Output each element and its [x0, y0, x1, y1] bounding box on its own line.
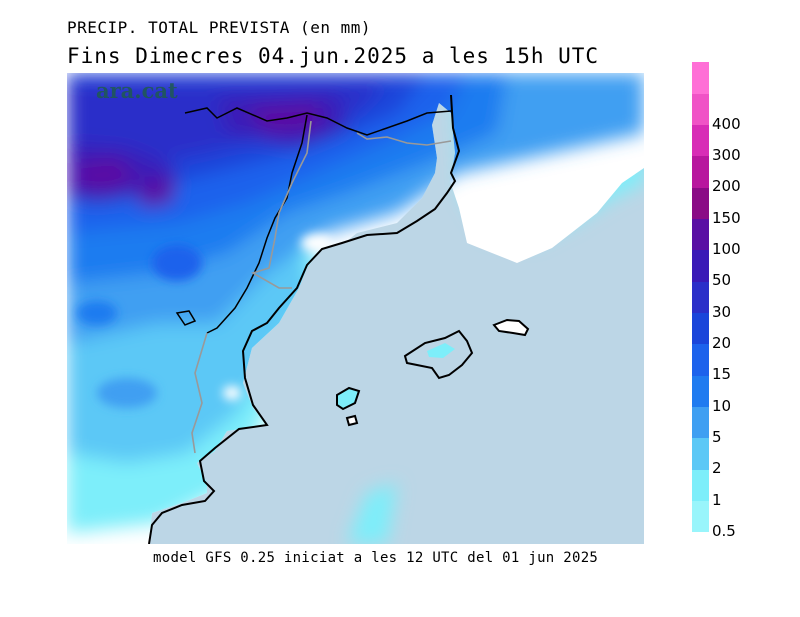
legend-swatch	[692, 469, 709, 502]
legend-swatch	[692, 500, 709, 533]
model-info: model GFS 0.25 iniciat a les 12 UTC del …	[153, 550, 599, 566]
legend-swatch	[692, 406, 709, 439]
valid-time: Fins Dimecres 04.jun.2025 a les 15h UTC	[67, 44, 600, 68]
color-legend: 0.5 1 2 5 10 15 20 30 50 100 150 200 300 400	[692, 62, 792, 540]
border-black-inland	[206, 114, 308, 334]
precipitation-map	[67, 73, 644, 544]
legend-swatch	[692, 124, 709, 157]
legend-swatch	[692, 93, 709, 126]
island-menorca	[492, 318, 530, 337]
legend-label: 300	[712, 145, 741, 164]
legend-swatch	[692, 187, 709, 220]
legend-label: 1	[712, 490, 722, 509]
border-black	[184, 107, 452, 136]
legend-label: 15	[712, 365, 732, 384]
legend-swatch	[692, 375, 709, 408]
legend-swatch	[692, 281, 709, 314]
legend-label: 50	[712, 271, 732, 290]
legend-label: 10	[712, 396, 732, 415]
legend-label: 0.5	[712, 521, 736, 540]
legend-label: 100	[712, 239, 741, 258]
legend-label: 5	[712, 427, 722, 446]
legend-swatch	[692, 62, 709, 94]
border-west-notch	[175, 310, 197, 326]
map-title: PRECIP. TOTAL PREVISTA (en mm)	[67, 18, 371, 37]
legend-label: 400	[712, 114, 741, 133]
island-eivissa	[336, 386, 361, 411]
mallorca-precip	[427, 343, 455, 358]
island-formentera	[345, 414, 359, 427]
legend-label: 200	[712, 177, 741, 196]
legend-label: 20	[712, 333, 732, 352]
mainland-coastline	[148, 94, 461, 544]
legend-label: 2	[712, 459, 722, 478]
legend-label: 30	[712, 302, 732, 321]
legend-swatch	[692, 343, 709, 376]
watermark-logo: ara.cat	[96, 78, 178, 103]
legend-swatch	[692, 218, 709, 251]
land-precip-field	[67, 73, 644, 544]
legend-swatch	[692, 249, 709, 282]
border-grey-south	[191, 332, 208, 454]
legend-swatch	[692, 437, 709, 470]
legend-label: 150	[712, 208, 741, 227]
legend-swatch	[692, 312, 709, 345]
legend-swatch	[692, 155, 709, 188]
border-grey	[251, 120, 452, 289]
